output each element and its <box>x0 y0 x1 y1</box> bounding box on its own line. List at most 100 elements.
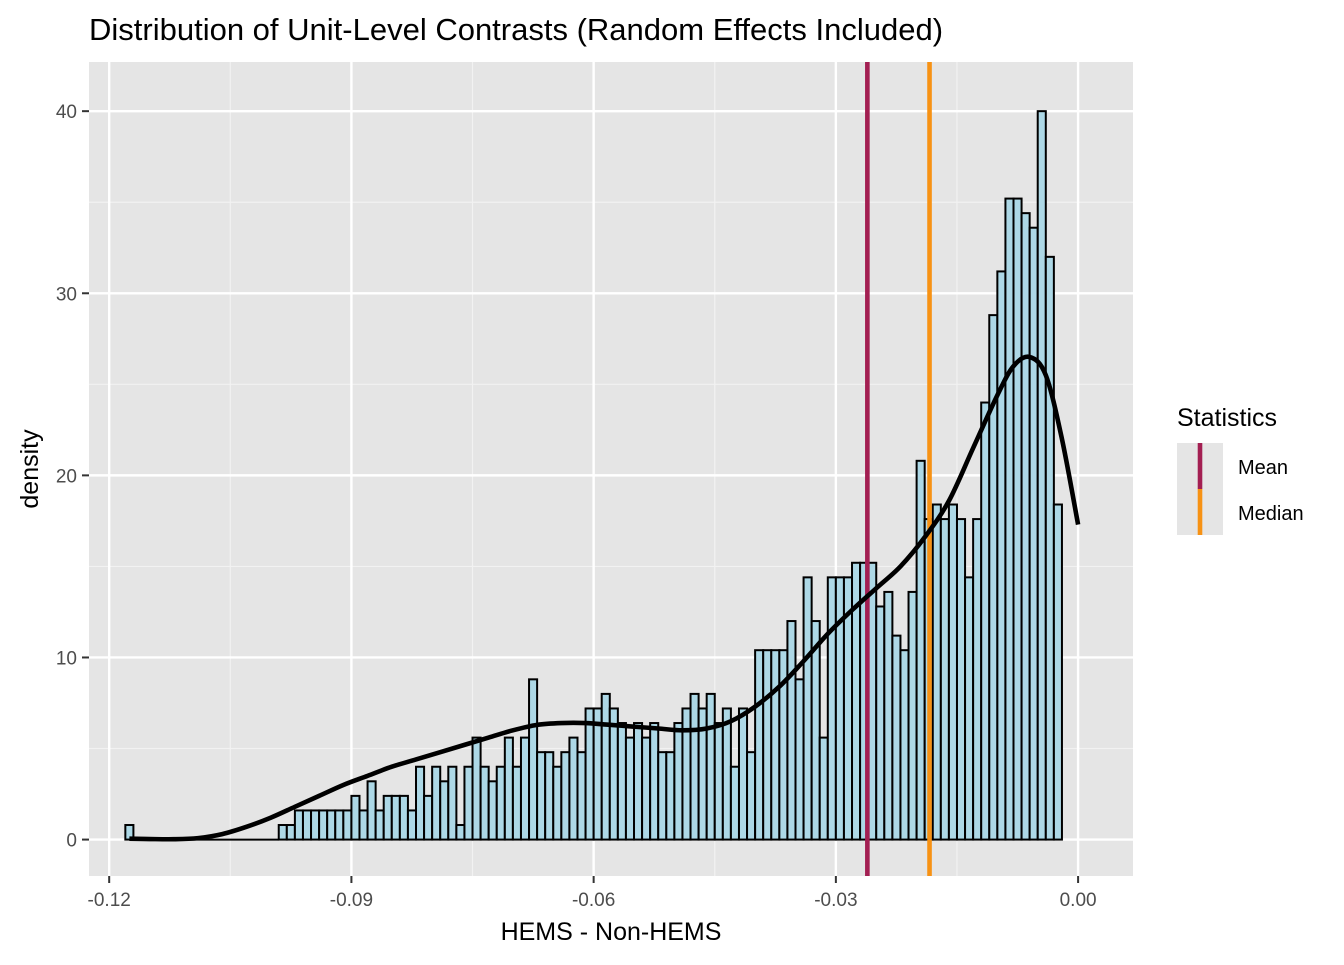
histogram-bar <box>495 765 506 841</box>
histogram-bar <box>479 765 490 841</box>
histogram-bar <box>810 620 821 841</box>
histogram-bar <box>746 751 757 841</box>
x-tick-label: -0.09 <box>330 890 373 911</box>
histogram-bar <box>536 751 547 841</box>
histogram-bar <box>624 736 636 841</box>
legend: Statistics Mean Median <box>1177 404 1304 535</box>
histogram-bar <box>608 707 619 841</box>
histogram-bar <box>794 678 805 841</box>
histogram-bar <box>1036 110 1047 841</box>
histogram-bar <box>560 751 571 841</box>
histogram-bar <box>439 780 450 841</box>
histogram-bar <box>826 576 837 841</box>
histogram-bars <box>124 110 1063 841</box>
histogram-bar <box>657 751 668 841</box>
histogram-bar <box>568 736 579 841</box>
x-axis: -0.12 -0.09 -0.06 -0.03 0.00 <box>88 876 1097 911</box>
histogram-bar <box>511 765 522 841</box>
histogram-bar <box>665 751 676 841</box>
histogram-bar <box>891 634 902 841</box>
x-axis-label: HEMS - Non-HEMS <box>501 918 722 946</box>
histogram-bar <box>721 707 732 841</box>
histogram-bar <box>883 590 894 841</box>
x-tick-label: -0.06 <box>572 890 615 911</box>
y-axis-label: density <box>16 429 44 509</box>
statistic-lines <box>865 62 932 876</box>
histogram-bar <box>649 722 660 841</box>
histogram-bar <box>955 518 967 841</box>
histogram-bar <box>899 649 910 841</box>
histogram-bar <box>503 736 514 841</box>
histogram-bar <box>326 809 337 841</box>
histogram-bar <box>633 722 644 841</box>
y-tick-label: 0 <box>66 831 77 852</box>
histogram-bar <box>713 722 724 841</box>
histogram-bar <box>915 459 926 841</box>
histogram-bar <box>729 765 740 841</box>
histogram-bar <box>350 794 361 841</box>
histogram-bar <box>972 518 983 841</box>
legend-item-label: Mean <box>1238 457 1288 479</box>
histogram-bar <box>1012 197 1023 841</box>
histogram-bar <box>762 649 773 841</box>
histogram-bar <box>374 809 385 841</box>
y-axis: 0 10 20 30 40 <box>56 102 89 852</box>
y-tick-label: 40 <box>56 102 77 123</box>
histogram-bar <box>576 751 587 841</box>
histogram-bar <box>471 736 482 841</box>
histogram-bar <box>552 765 563 841</box>
histogram-bar <box>592 707 603 841</box>
histogram-bar <box>770 649 781 841</box>
histogram-bar <box>875 605 886 841</box>
histogram-bar <box>939 518 950 841</box>
histogram-bar <box>366 780 377 841</box>
histogram-bar <box>1044 255 1055 841</box>
histogram-bar <box>390 794 401 841</box>
histogram-bar <box>931 503 942 841</box>
x-tick-label: -0.03 <box>814 890 857 911</box>
histogram-bar <box>947 503 958 841</box>
histogram-bar <box>301 809 313 841</box>
histogram-bar <box>463 765 474 841</box>
histogram-bar <box>754 649 765 841</box>
histogram-bar <box>293 809 304 841</box>
histogram-bar <box>358 809 369 841</box>
histogram-bar <box>528 678 539 841</box>
histogram-bar <box>455 824 466 841</box>
histogram-bar <box>431 765 442 841</box>
histogram-bar <box>737 707 749 841</box>
y-tick-label: 30 <box>56 284 77 305</box>
histogram-bar <box>1028 226 1039 841</box>
histogram-bar <box>786 620 797 841</box>
histogram-bar <box>398 794 409 841</box>
histogram-bar <box>277 824 288 841</box>
histogram-bar <box>1020 212 1031 841</box>
histogram-bar <box>600 692 611 841</box>
histogram-bar <box>487 780 498 841</box>
x-tick-label: 0.00 <box>1060 890 1097 911</box>
density-curve-line <box>129 354 1081 842</box>
y-tick-label: 10 <box>56 648 77 669</box>
histogram-bar <box>382 794 393 841</box>
histogram-bar <box>1052 503 1063 841</box>
histogram-bar <box>544 751 555 841</box>
histogram-bar <box>447 765 458 841</box>
histogram-bar <box>406 809 418 841</box>
histogram-bar <box>964 576 975 841</box>
histogram-bar <box>705 692 716 841</box>
histogram-bar <box>1004 197 1015 841</box>
histogram-bar <box>907 590 918 841</box>
histogram-bar <box>584 707 595 841</box>
histogram-bar <box>996 270 1007 841</box>
y-tick-label: 20 <box>56 466 77 487</box>
legend-item-label: Median <box>1238 503 1304 525</box>
density-curve <box>129 354 1081 842</box>
x-tick-label: -0.12 <box>88 890 131 911</box>
histogram-bar <box>818 736 829 841</box>
histogram-bar <box>415 765 426 841</box>
histogram-bar <box>673 722 684 841</box>
histogram-bar <box>519 736 531 841</box>
histogram-bar <box>334 809 345 841</box>
